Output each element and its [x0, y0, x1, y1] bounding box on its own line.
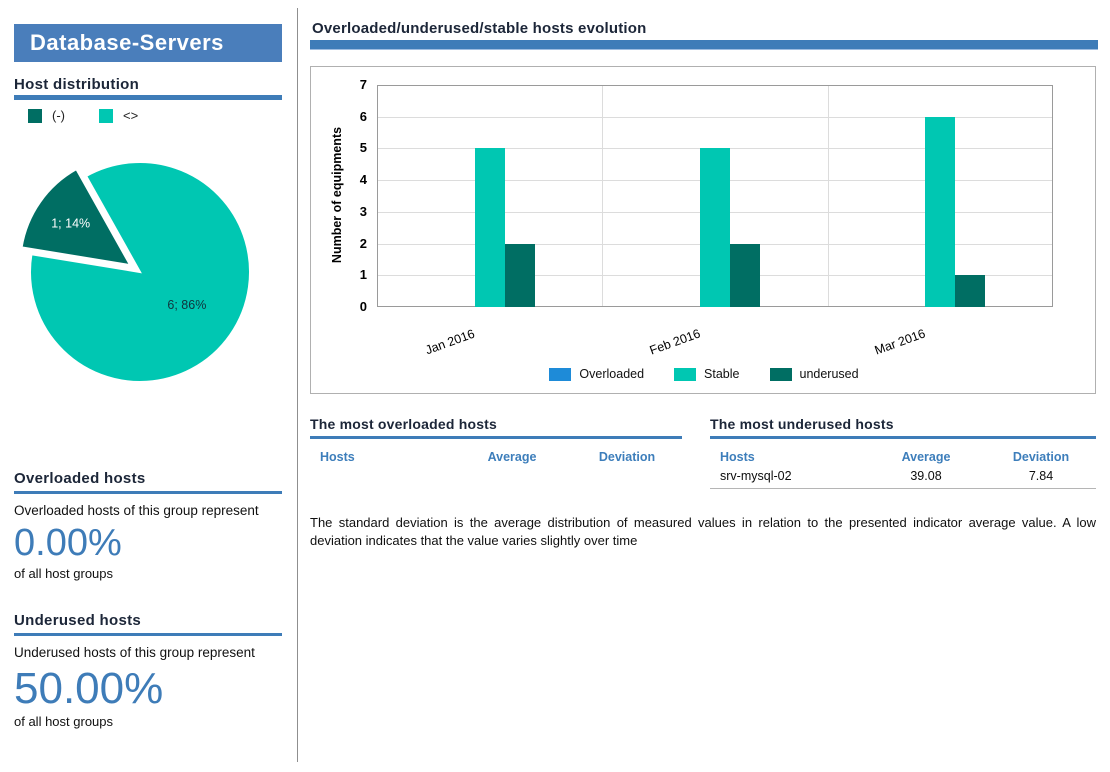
hosts-column-header: Hosts	[720, 450, 755, 464]
host-distribution-heading: Host distribution	[14, 76, 140, 93]
hosts-evolution-bar-chart: Number of equipments 0 1 2 3 4 5 6 7 Jan 2016 Feb …	[310, 66, 1096, 394]
hosts-column-header: Hosts	[320, 450, 355, 464]
title-underline-bar	[310, 40, 1098, 50]
heading-underline	[14, 633, 282, 636]
average-column-header: Average	[487, 450, 537, 464]
legend-label: underused	[799, 367, 859, 381]
overloaded-percentage: 0.00%	[14, 521, 122, 564]
most-overloaded-hosts-table: The most overloaded hosts Hosts Average …	[310, 416, 682, 464]
deviation-value-cell: 7.84	[1028, 469, 1054, 483]
host-name-cell: srv-mysql-02	[720, 469, 792, 483]
underused-hosts-heading: Underused hosts	[14, 612, 142, 629]
y-tick-label: 0	[359, 299, 367, 314]
y-tick-label: 1	[359, 267, 367, 283]
y-tick-label: 3	[359, 203, 367, 219]
overloaded-legend-swatch	[549, 367, 572, 381]
average-column-header: Average	[901, 450, 951, 464]
bar-underused	[730, 243, 760, 307]
bar-stable	[474, 148, 505, 307]
y-tick-label: 7	[359, 77, 367, 92]
underused-legend-label: (-)	[52, 108, 65, 123]
bar-stable	[925, 116, 956, 307]
table-header-row: Hosts Average Deviation	[710, 450, 1096, 464]
legend-item-stable: Stable	[674, 367, 740, 381]
y-tick-label: 4	[359, 172, 367, 188]
deviation-column-header: Deviation	[1012, 450, 1070, 464]
y-tick-label: 2	[359, 235, 367, 251]
y-tick-label: 6	[359, 108, 367, 124]
table-title-underline	[310, 436, 682, 439]
stable-legend-swatch	[99, 108, 113, 123]
pie-legend: (-) <>	[28, 108, 138, 123]
host-distribution-pie-chart: 1; 14% 6; 86%	[2, 148, 272, 400]
vertical-divider	[297, 8, 298, 762]
underused-legend-swatch	[769, 367, 792, 381]
overloaded-hosts-section: Overloaded hosts Overloaded hosts of thi…	[14, 470, 282, 581]
h-gridline	[377, 116, 1053, 118]
heading-underline	[14, 95, 282, 100]
bar-underused	[955, 275, 986, 307]
pie-slice	[29, 161, 251, 383]
table-header-row: Hosts Average Deviation	[310, 450, 682, 464]
underused-legend-swatch	[28, 108, 42, 123]
x-tick-label: Mar 2016	[873, 326, 928, 358]
v-gridline	[827, 85, 829, 307]
pie-slice-label: 6; 86%	[167, 298, 206, 312]
most-underused-hosts-table: The most underused hosts Hosts Average D…	[710, 416, 1096, 489]
sidebar: Database-Servers Host distribution (-) <…	[14, 0, 282, 772]
legend-label: Stable	[704, 367, 740, 381]
x-tick-label: Feb 2016	[647, 326, 703, 358]
bar-stable	[700, 148, 730, 307]
overloaded-description: Overloaded hosts of this group represent	[14, 503, 259, 518]
underused-table-title: The most underused hosts	[710, 416, 894, 432]
stable-legend-label: <>	[123, 108, 139, 123]
deviation-column-header: Deviation	[598, 450, 656, 464]
pie-slice	[20, 167, 133, 267]
standard-deviation-note: The standard deviation is the average di…	[310, 515, 1096, 549]
legend-label: Overloaded	[579, 367, 645, 381]
underused-hosts-section: Underused hosts Underused hosts of this …	[14, 612, 282, 729]
bar-chart-legend: Overloaded Stable underused	[311, 367, 1097, 381]
table-title-underline	[710, 436, 1096, 439]
average-value-cell: 39.08	[910, 469, 942, 483]
stable-legend-swatch	[674, 367, 697, 381]
underused-suffix: of all host groups	[14, 714, 114, 730]
underused-percentage: 50.00%	[14, 663, 164, 713]
host-group-title: Database-Servers	[14, 24, 282, 62]
pie-slice-label: 1; 14%	[51, 216, 90, 230]
legend-item-overloaded: Overloaded	[549, 367, 644, 381]
underused-description: Underused hosts of this group represent	[14, 645, 255, 660]
y-tick-label: 5	[359, 140, 367, 156]
main-panel: Overloaded/underused/stable hosts evolut…	[310, 0, 1100, 772]
legend-item-underused: underused	[769, 367, 859, 381]
v-gridline	[602, 85, 604, 307]
table-row: srv-mysql-02 39.08 7.84	[710, 469, 1096, 489]
x-tick-label: Jan 2016	[423, 326, 477, 358]
evolution-chart-title: Overloaded/underused/stable hosts evolut…	[312, 20, 647, 37]
overloaded-hosts-heading: Overloaded hosts	[14, 470, 146, 487]
overloaded-table-title: The most overloaded hosts	[310, 416, 498, 432]
overloaded-suffix: of all host groups	[14, 565, 114, 581]
bar-underused	[504, 243, 535, 307]
heading-underline	[14, 491, 282, 494]
pie-chart-svg: 1; 14% 6; 86%	[20, 161, 251, 383]
